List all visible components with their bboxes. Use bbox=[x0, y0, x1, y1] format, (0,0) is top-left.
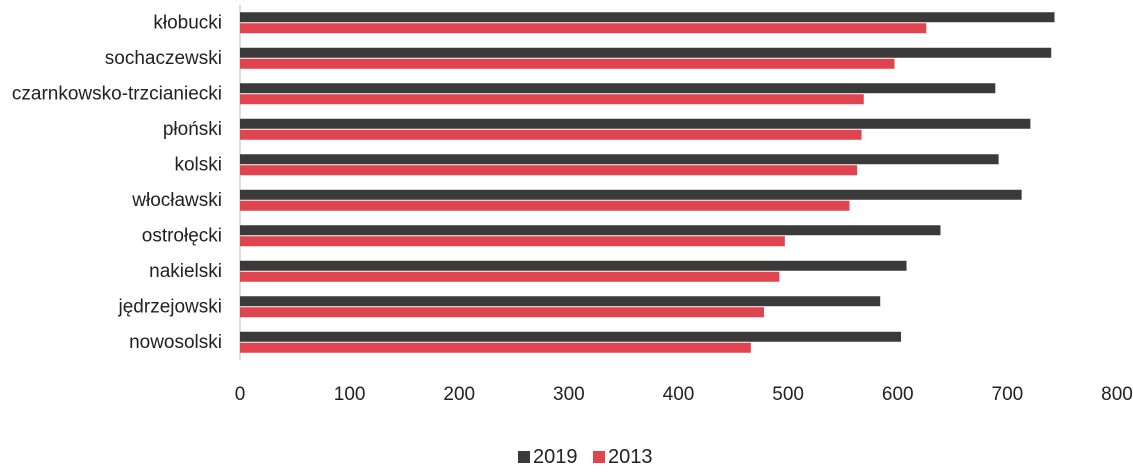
bar-2013-10 bbox=[240, 342, 751, 353]
bar-2019-3 bbox=[240, 83, 996, 94]
bar-2019-6 bbox=[240, 189, 1022, 200]
category-label: ostrołęcki bbox=[142, 225, 222, 246]
x-tick-labels: 0 100 200 300 400 500 600 700 800 bbox=[235, 384, 1133, 405]
bar-2013-4 bbox=[240, 129, 862, 140]
bar-2013-6 bbox=[240, 200, 850, 211]
category-label: czarnkowsko-trzcianiecki bbox=[12, 83, 222, 104]
category-label: jędrzejowski bbox=[118, 296, 222, 317]
bar-2019-4 bbox=[240, 118, 1031, 129]
x-tick-label: 300 bbox=[553, 384, 585, 405]
category-label: płoński bbox=[163, 119, 222, 140]
bar-2013-7 bbox=[240, 236, 785, 247]
x-tick-label: 400 bbox=[663, 384, 695, 405]
x-tick-label: 700 bbox=[992, 384, 1024, 405]
legend-swatch-2013 bbox=[593, 451, 605, 463]
bar-2019-9 bbox=[240, 296, 881, 307]
category-label: kłobucki bbox=[153, 12, 222, 33]
category-label: nowosolski bbox=[129, 332, 222, 353]
bar-2013-2 bbox=[240, 58, 895, 69]
category-label: sochaczewski bbox=[105, 48, 222, 69]
legend-label-2019: 2019 bbox=[533, 446, 578, 468]
bar-2013-8 bbox=[240, 271, 780, 282]
bar-2013-1 bbox=[240, 23, 927, 34]
x-tick-label: 500 bbox=[772, 384, 804, 405]
category-label: nakielski bbox=[149, 261, 222, 282]
bar-2019-2 bbox=[240, 47, 1052, 58]
category-label: włocławski bbox=[131, 190, 222, 211]
category-label: kolski bbox=[174, 154, 222, 175]
legend-label-2013: 2013 bbox=[608, 446, 653, 468]
x-tick-label: 200 bbox=[443, 384, 475, 405]
x-tick-label: 800 bbox=[1101, 384, 1133, 405]
bar-2013-5 bbox=[240, 165, 858, 176]
bar-2019-10 bbox=[240, 331, 902, 342]
legend-swatch-2019 bbox=[518, 451, 530, 463]
x-tick-label: 100 bbox=[334, 384, 366, 405]
category-labels: kłobucki sochaczewski czarnkowsko-trzciani… bbox=[12, 12, 222, 353]
bar-2019-5 bbox=[240, 154, 999, 165]
x-tick-label: 0 bbox=[235, 384, 246, 405]
bar-2019-8 bbox=[240, 260, 907, 271]
legend: 2019 2013 bbox=[518, 446, 653, 468]
bar-2013-3 bbox=[240, 94, 864, 105]
bar-2013-9 bbox=[240, 307, 765, 318]
bars-layer bbox=[240, 12, 1055, 353]
bar-2019-1 bbox=[240, 12, 1055, 23]
x-tick-label: 600 bbox=[882, 384, 914, 405]
bar-2019-7 bbox=[240, 225, 941, 236]
